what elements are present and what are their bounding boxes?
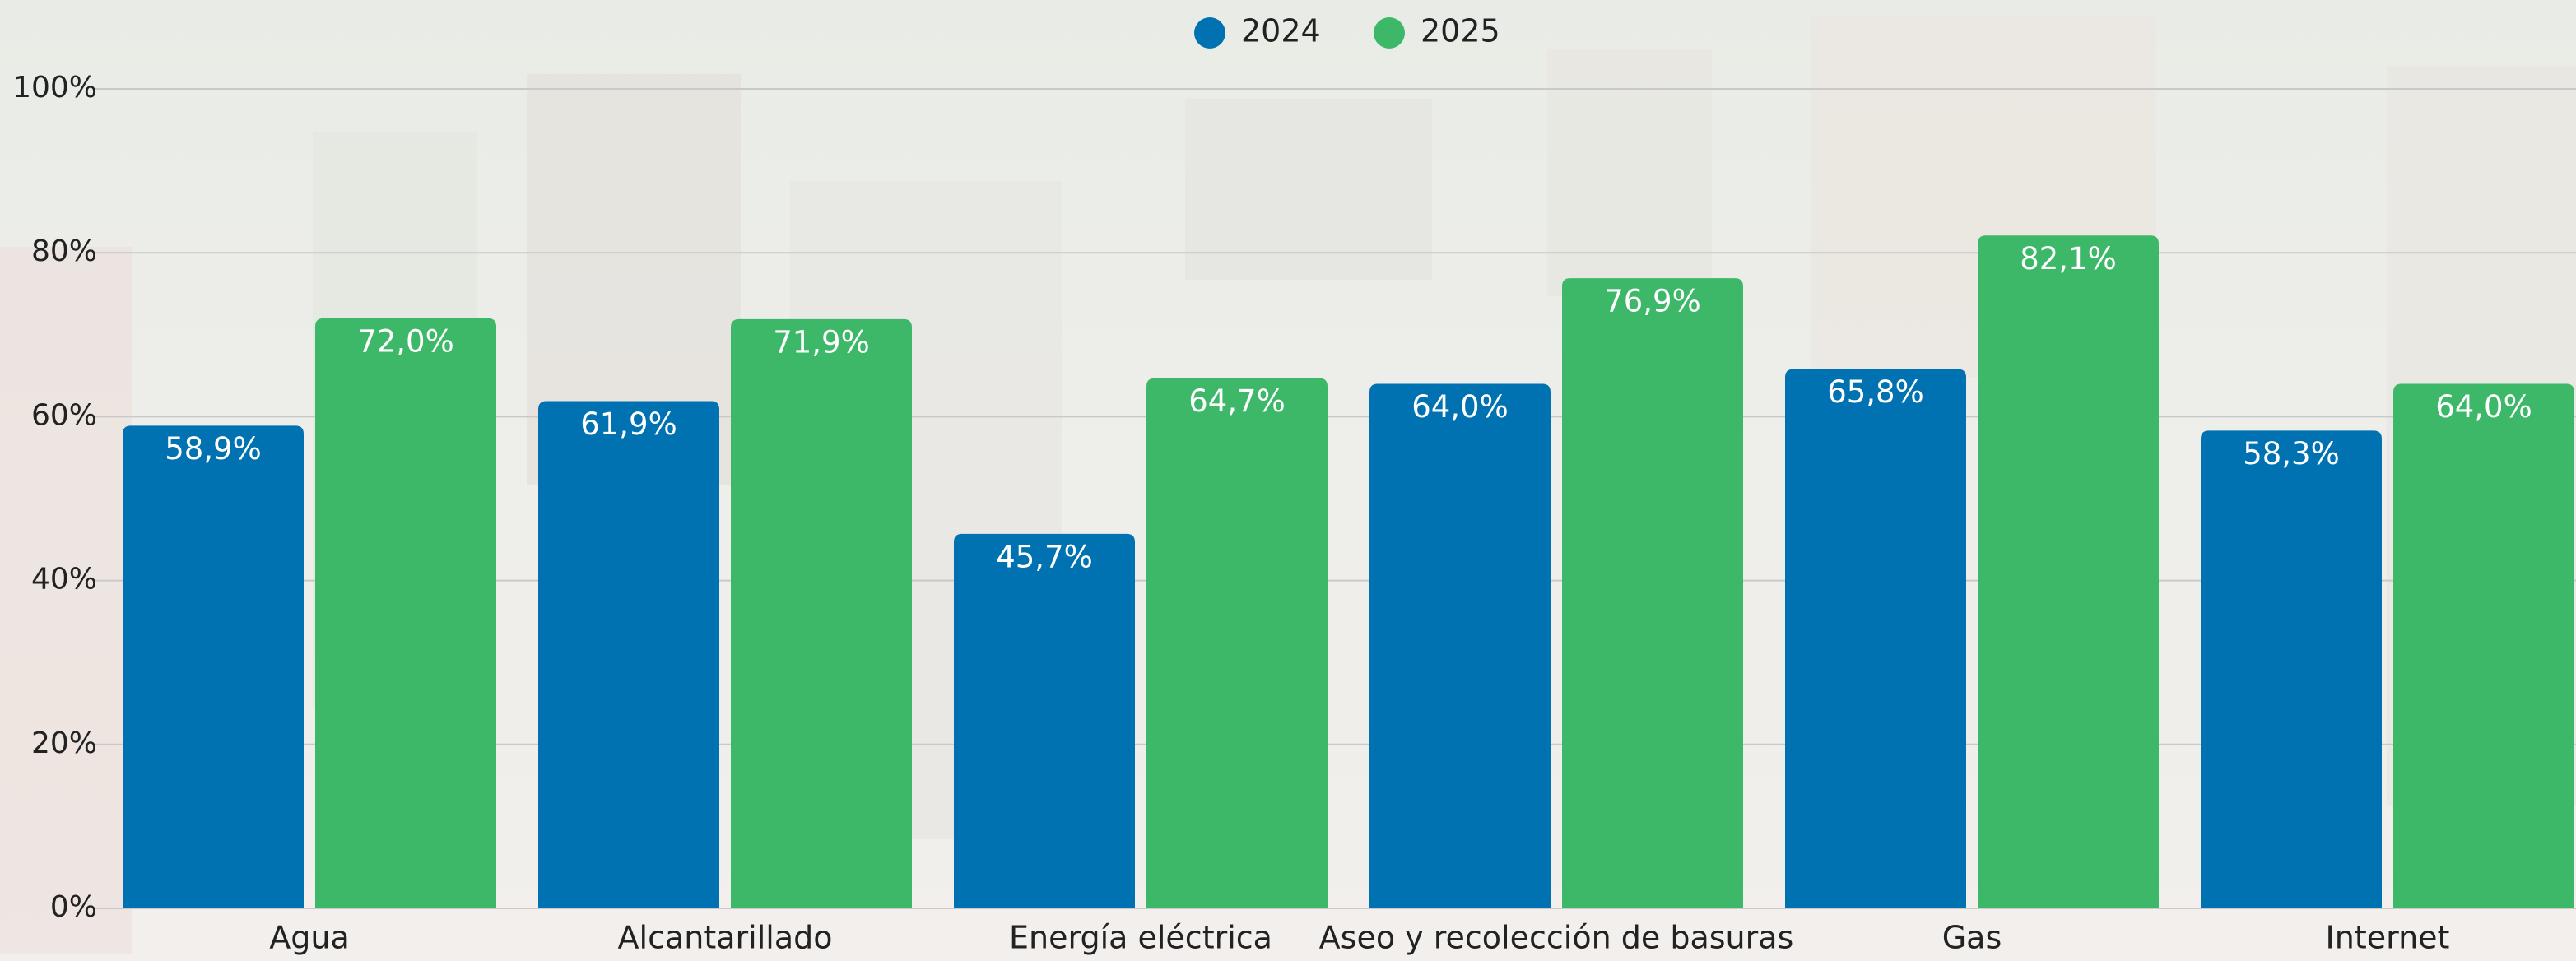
- value-label: 58,3%: [2243, 436, 2340, 471]
- x-tick-label: Aseo y recolección de basuras: [1319, 920, 1794, 956]
- x-tick-label: Internet: [2326, 920, 2450, 956]
- y-tick-label: 20%: [31, 727, 97, 760]
- bar: [538, 401, 719, 908]
- bar: [954, 533, 1135, 908]
- value-label: 72,0%: [357, 323, 454, 359]
- legend-marker: [1194, 17, 1225, 49]
- y-tick-label: 80%: [31, 234, 97, 268]
- bar: [315, 318, 496, 908]
- bar: [731, 318, 912, 909]
- legend-marker: [1374, 17, 1405, 49]
- y-tick-label: 60%: [31, 398, 97, 432]
- bar: [2201, 430, 2382, 908]
- legend-label: 2024: [1241, 13, 1321, 49]
- x-tick-label: Agua: [269, 920, 350, 956]
- value-label: 71,9%: [773, 324, 870, 360]
- y-tick-label: 100%: [12, 71, 97, 104]
- value-label: 64,7%: [1188, 383, 1286, 419]
- bar: [1146, 378, 1328, 908]
- value-label: 61,9%: [580, 406, 677, 442]
- value-label: 45,7%: [996, 539, 1093, 574]
- bar: [2393, 383, 2574, 908]
- value-label: 58,9%: [165, 431, 262, 467]
- y-tick-label: 40%: [31, 563, 97, 597]
- bar: [123, 425, 304, 908]
- legend: 2024 2025: [1194, 13, 1500, 49]
- bar: [1369, 383, 1551, 908]
- bar: [1562, 278, 1743, 908]
- x-tick-label: Gas: [1942, 920, 2002, 956]
- value-label: 76,9%: [1604, 284, 1701, 319]
- value-label: 64,0%: [2435, 389, 2532, 425]
- bar: [1785, 369, 1966, 909]
- value-label: 82,1%: [2020, 241, 2117, 276]
- x-tick-label: Energía eléctrica: [1009, 920, 1272, 956]
- bar: [1978, 235, 2159, 908]
- value-label: 65,8%: [1827, 374, 1924, 410]
- x-tick-label: Alcantarillado: [618, 920, 833, 956]
- value-label: 64,0%: [1411, 389, 1509, 425]
- legend-label: 2025: [1421, 13, 1500, 49]
- y-tick-label: 0%: [50, 890, 97, 924]
